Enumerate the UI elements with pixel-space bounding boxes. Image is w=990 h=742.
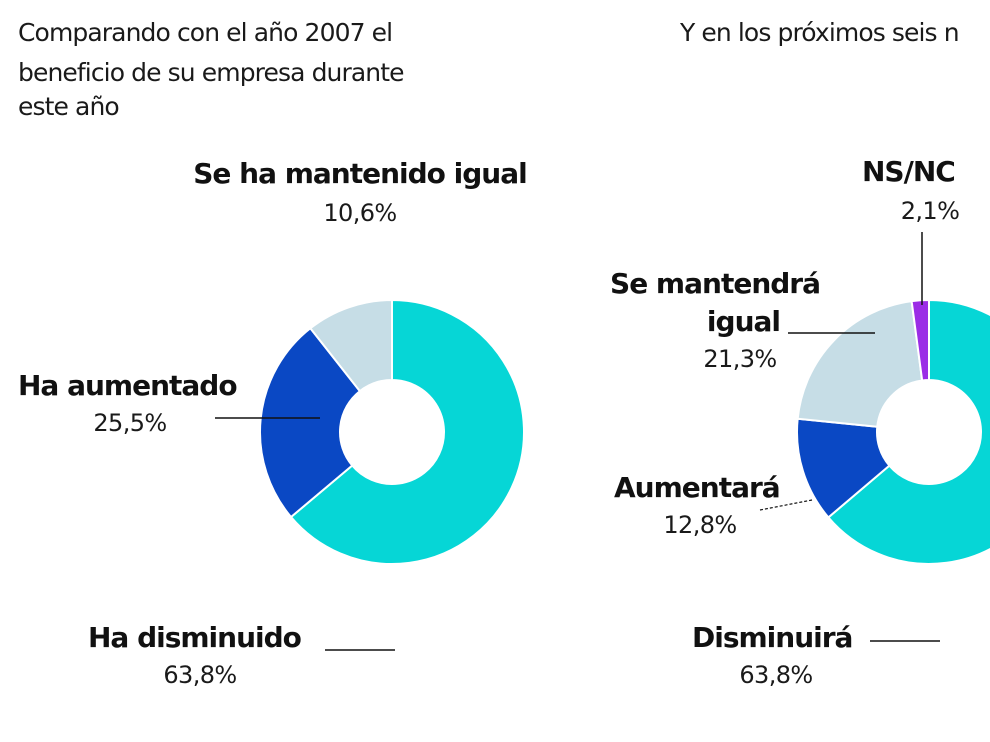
chart2-value-aumentara: 12,8%	[663, 511, 737, 539]
chart2-label-nsnc: NS/NC	[862, 155, 956, 188]
chart2-slice-aumentar-	[796, 417, 891, 519]
chart2-label-aumentara: Aumentará	[614, 471, 781, 504]
chart2-value-mantendra: 21,3%	[703, 345, 777, 373]
chart2-value-nsnc: 2,1%	[900, 197, 960, 225]
chart2-donut	[796, 298, 990, 565]
chart1-label-mantenido: Se ha mantenido igual	[193, 157, 527, 190]
chart1-slice-ha-disminuido	[289, 298, 525, 565]
chart1-value-disminuido: 63,8%	[163, 661, 237, 689]
chart2-label-mantendra-line-2: igual	[706, 305, 781, 338]
chart1-value-mantenido: 10,6%	[323, 199, 397, 227]
chart2-label-disminuira: Disminuirá	[692, 621, 853, 654]
chart2-value-disminuira: 63,8%	[739, 661, 813, 689]
chart1-slice-ha-aumentado	[259, 326, 362, 519]
chart1-value-aumentado: 25,5%	[93, 409, 167, 437]
chart1-title-line-1: Comparando con el año 2007 el	[18, 18, 393, 47]
chart2-slice-se-mantendr-igual	[796, 300, 924, 428]
chart2-title-line-1: Y en los próximos seis n	[680, 18, 960, 47]
chart1-label-aumentado: Ha aumentado	[18, 369, 238, 402]
chart1-donut	[259, 298, 525, 565]
chart1-label-disminuido: Ha disminuido	[88, 621, 302, 654]
chart1-slice-se-ha-mantenido-igual	[308, 298, 393, 393]
chart1-title-line-3: este año	[18, 92, 120, 121]
chart2-leader-aumentara	[759, 499, 813, 511]
chart2-label-mantendra-line-1: Se mantendrá	[610, 267, 821, 300]
chart1-title-line-2: beneficio de su empresa durante	[18, 58, 405, 87]
chart2-slice-disminuir-	[826, 298, 990, 565]
chart2-slice-ns-nc	[910, 298, 930, 382]
